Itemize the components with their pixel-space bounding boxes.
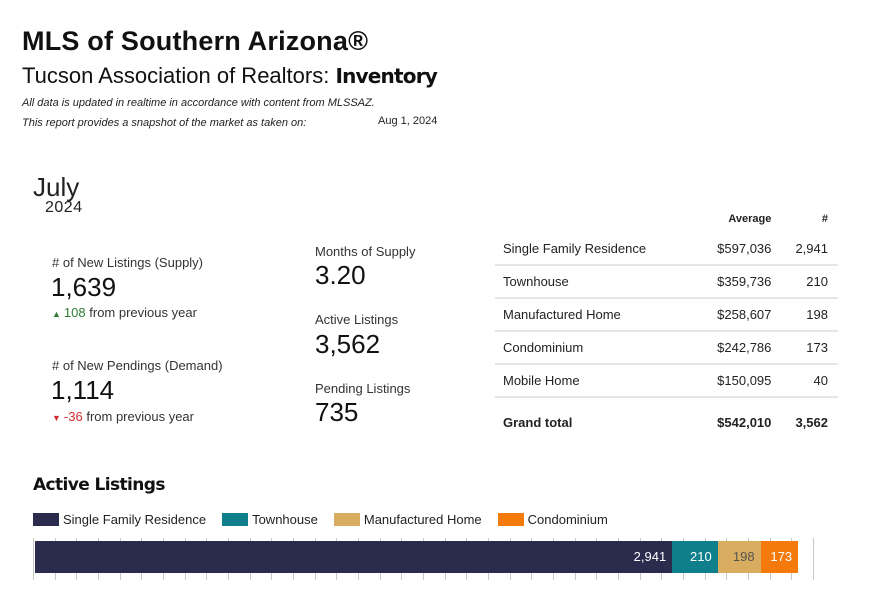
row-type: Townhouse [495, 265, 696, 299]
active-listings-value: 3,562 [315, 329, 381, 359]
bar-data-label: 210 [689, 549, 712, 564]
new-listings-label: # of New Listings (Supply) [52, 255, 204, 270]
total-average: $542,010 [695, 396, 782, 447]
new-pendings-label: # of New Pendings (Demand) [52, 358, 223, 373]
arrow-down-icon: ▼ [52, 413, 61, 423]
legend-label: Condominium [527, 512, 608, 527]
table-header-row: Average # [495, 206, 838, 232]
period-month: July [33, 172, 80, 202]
legend-label: Single Family Residence [63, 512, 207, 527]
period-year: 2024 [45, 199, 83, 216]
table-row: Condominium $242,786 173 [495, 331, 838, 365]
new-pendings-change: ▼ -36 from previous year [52, 409, 194, 424]
new-pendings-change-text: from previous year [86, 409, 194, 424]
new-listings-change: ▲ 108 from previous year [52, 305, 197, 320]
legend-item: Townhouse [222, 512, 318, 527]
bar-segment-condominium: 173 [760, 541, 799, 573]
new-pendings-value: 1,114 [51, 375, 115, 405]
row-average: $359,736 [695, 265, 782, 299]
legend-swatch [33, 513, 59, 526]
table-header-type [495, 206, 696, 232]
arrow-up-icon: ▲ [52, 309, 61, 319]
update-note: All data is updated in realtime in accor… [22, 97, 375, 109]
table-header-average: Average [728, 213, 772, 225]
total-count: 3,562 [781, 396, 838, 447]
legend-item: Manufactured Home [333, 512, 482, 527]
pending-listings-label: Pending Listings [315, 381, 411, 396]
legend-item: Condominium [497, 512, 608, 527]
active-listings-label: Active Listings [315, 312, 399, 327]
row-type: Single Family Residence [495, 232, 696, 266]
new-listings-change-value: 108 [63, 305, 86, 320]
table-row: Townhouse $359,736 210 [495, 265, 838, 299]
row-count: 40 [781, 364, 838, 398]
table-row: Mobile Home $150,095 40 [495, 364, 838, 398]
bar-segment-manufactured-home: 198 [717, 541, 761, 573]
legend-item: Single Family Residence [33, 512, 206, 527]
table-row: Single Family Residence $597,036 2,941 [495, 232, 838, 266]
legend-swatch [333, 513, 360, 526]
total-type: Grand total [495, 396, 696, 447]
bar-data-label: 173 [770, 549, 793, 564]
row-count: 173 [781, 331, 838, 365]
active-listings-chart-title: Active Listings [33, 475, 165, 495]
new-listings-value: 1,639 [51, 272, 117, 302]
table-header-count: # [821, 213, 828, 225]
report-title: MLS of Southern Arizona® [22, 26, 369, 56]
gridline [813, 538, 814, 580]
table-row: Manufactured Home $258,607 198 [495, 298, 838, 332]
row-type: Manufactured Home [495, 298, 696, 332]
subtitle-prefix: Tucson Association of Realtors: [22, 63, 330, 88]
report-subtitle: Tucson Association of Realtors: Inventor… [22, 63, 438, 89]
bar-data-label: 2,941 [633, 549, 667, 564]
legend-label: Manufactured Home [363, 512, 482, 527]
row-average: $242,786 [695, 331, 782, 365]
months-supply-label: Months of Supply [315, 244, 416, 259]
gridline [33, 538, 34, 580]
chart-legend: Single Family Residence Townhouse Manufa… [33, 512, 624, 527]
row-count: 198 [781, 298, 838, 332]
pending-listings-value: 735 [315, 397, 359, 427]
bar-data-label: 198 [732, 549, 755, 564]
table-total-row: Grand total $542,010 3,562 [495, 396, 838, 447]
active-listings-stacked-bar: 2,941 210 198 173 [35, 541, 799, 573]
row-count: 2,941 [781, 232, 838, 266]
new-pendings-change-value: -36 [63, 409, 83, 424]
snapshot-date: Aug 1, 2024 [378, 115, 438, 127]
new-listings-change-text: from previous year [89, 305, 197, 320]
snapshot-note: This report provides a snapshot of the m… [22, 117, 307, 129]
subtitle-section: Inventory [335, 64, 437, 88]
row-type: Mobile Home [495, 364, 696, 398]
bar-segment-single-family-residence: 2,941 [35, 541, 673, 573]
legend-swatch [497, 513, 524, 526]
row-average: $258,607 [695, 298, 782, 332]
row-count: 210 [781, 265, 838, 299]
legend-swatch [222, 513, 249, 526]
legend-label: Townhouse [252, 512, 318, 527]
bar-segment-townhouse: 210 [672, 541, 718, 573]
months-supply-value: 3.20 [315, 260, 366, 290]
row-average: $597,036 [695, 232, 782, 266]
property-type-table: Average # Single Family Residence $597,0… [495, 206, 838, 447]
row-average: $150,095 [695, 364, 782, 398]
row-type: Condominium [495, 331, 696, 365]
